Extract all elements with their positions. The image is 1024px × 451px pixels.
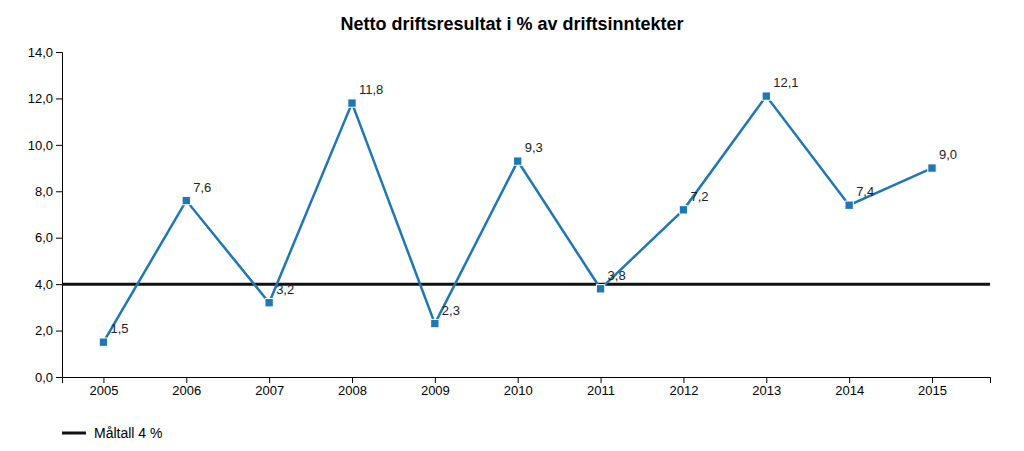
tick-mark: [849, 377, 850, 383]
tick: 2006: [172, 377, 201, 398]
tick-label: 10,0: [28, 138, 53, 153]
tick-label: 2005: [89, 383, 118, 398]
data-point: [514, 157, 522, 165]
tick-mark: [56, 238, 62, 239]
tick: 2013: [752, 377, 781, 398]
tick-label: 2011: [587, 383, 615, 398]
tick-mark: [435, 377, 436, 383]
tick-label: 14,0: [28, 45, 53, 60]
tick: 0,0: [35, 370, 62, 385]
tick-mark: [518, 377, 519, 383]
axis-line: [63, 378, 991, 384]
data-label: 3,2: [276, 282, 294, 297]
data-point: [348, 99, 356, 107]
tick: 2010: [504, 377, 533, 398]
tick-mark: [56, 145, 62, 146]
tick-mark: [56, 377, 62, 378]
tick-label: 0,0: [35, 370, 53, 385]
tick-mark: [932, 377, 933, 383]
series-line: [103, 96, 932, 342]
tick-label: 2014: [835, 383, 864, 398]
tick: 12,0: [28, 91, 62, 106]
tick-label: 2010: [504, 383, 533, 398]
legend: Måltall 4 %: [62, 425, 162, 441]
reference-line: [62, 283, 990, 286]
legend-label: Måltall 4 %: [94, 425, 162, 441]
tick: 2005: [89, 377, 118, 398]
tick-mark: [601, 377, 602, 383]
data-point: [928, 164, 936, 172]
tick-label: 2,0: [35, 323, 53, 338]
tick: 2012: [669, 377, 698, 398]
tick-mark: [56, 98, 62, 99]
data-label: 1,5: [110, 321, 128, 336]
tick-label: 2007: [255, 383, 284, 398]
data-label: 9,3: [525, 140, 543, 155]
chart-title: Netto driftsresultat i % av driftsinntek…: [340, 14, 683, 34]
data-label: 7,2: [690, 189, 708, 204]
tick-label: 4,0: [35, 277, 53, 292]
tick-label: 2008: [338, 383, 367, 398]
chart: Netto driftsresultat i % av driftsinntek…: [0, 0, 1024, 451]
tick-label: 6,0: [35, 230, 53, 245]
tick-mark: [103, 377, 104, 383]
tick: 2011: [587, 377, 615, 398]
tick-label: 12,0: [28, 91, 53, 106]
x-axis: 2005 2006 2007 2008 2009 2010 2011 2012 2013 2014…: [63, 377, 991, 398]
data-point: [431, 319, 439, 327]
tick-mark: [56, 52, 62, 53]
legend-item: Måltall 4 %: [62, 425, 162, 441]
data-point: [596, 285, 604, 293]
tick-label: 2013: [752, 383, 781, 398]
legend-swatch: [62, 432, 86, 435]
tick: 10,0: [28, 138, 62, 153]
data-labels: 1,5 7,6 3,2 11,8 2,3 9,3 3,8 7,2 12,1 7,4 9,0: [110, 75, 957, 336]
tick-mark: [269, 377, 270, 383]
plot-area: 2005 2006 2007 2008 2009 2010 2011 2012 2013 2014…: [28, 45, 991, 399]
data-label: 7,4: [856, 184, 874, 199]
marks: [62, 92, 990, 346]
tick-mark: [56, 331, 62, 332]
data-label: 3,8: [608, 268, 626, 283]
tick: 14,0: [28, 45, 62, 60]
tick-mark: [186, 377, 187, 383]
data-label: 9,0: [939, 147, 957, 162]
tick: 2015: [918, 377, 947, 398]
tick: 6,0: [35, 230, 62, 245]
tick: 2008: [338, 377, 367, 398]
axis-line: [56, 53, 63, 378]
data-point: [265, 299, 273, 307]
tick-label: 8,0: [35, 184, 53, 199]
data-point: [182, 196, 190, 204]
tick-mark: [683, 377, 684, 383]
tick-label: 2009: [421, 383, 450, 398]
tick: 2014: [835, 377, 864, 398]
tick-mark: [766, 377, 767, 383]
tick-mark: [352, 377, 353, 383]
data-label: 7,6: [193, 180, 211, 195]
tick-label: 2015: [918, 383, 947, 398]
data-point: [845, 201, 853, 209]
data-label: 11,8: [359, 82, 383, 97]
tick: 2009: [421, 377, 450, 398]
tick: 8,0: [35, 184, 62, 199]
data-label: 2,3: [442, 303, 460, 318]
tick: 4,0: [35, 277, 62, 292]
data-point: [762, 92, 770, 100]
data-label: 12,1: [773, 75, 798, 90]
tick: 2007: [255, 377, 284, 398]
y-axis: 0,0 2,0 4,0 6,0 8,0 10,0 12,0 14,0: [28, 45, 63, 385]
tick-mark: [56, 284, 62, 285]
data-point: [679, 206, 687, 214]
tick-label: 2012: [669, 383, 698, 398]
tick-mark: [56, 191, 62, 192]
data-point: [99, 338, 107, 346]
tick: 2,0: [35, 323, 62, 338]
tick-label: 2006: [172, 383, 201, 398]
